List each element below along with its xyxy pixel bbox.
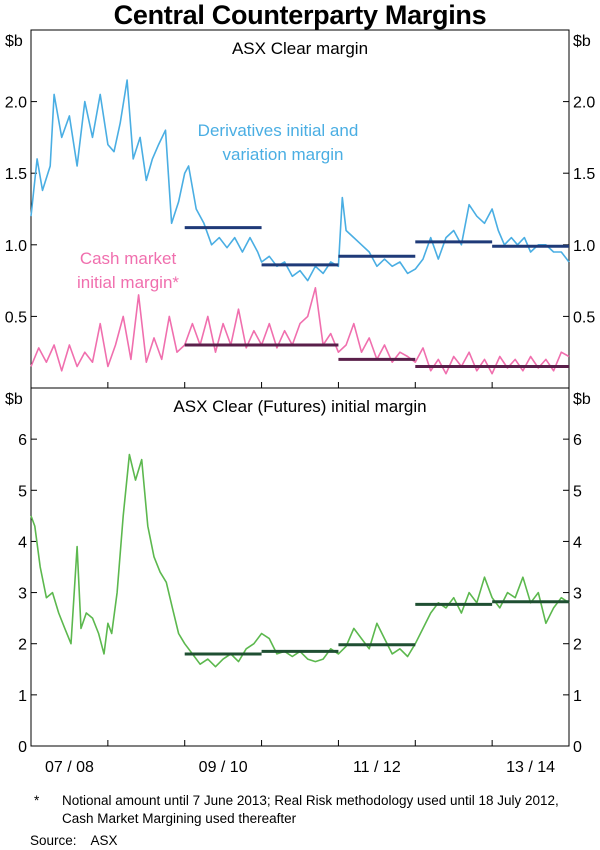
bottom-y-tick-label-right: 2	[573, 637, 582, 654]
x-tick-label: 13 / 14	[506, 759, 555, 776]
bottom-y-unit-left: $b	[5, 391, 23, 408]
top-panel-border	[30, 29, 570, 389]
cash-label-line-2: initial margin*	[77, 273, 179, 292]
derivatives-label-line-1: Derivatives initial and	[198, 121, 359, 140]
bottom-series-line-0	[30, 453, 570, 668]
bottom-panel-border	[30, 387, 570, 747]
bottom-y-tick-label-right: 3	[573, 586, 582, 603]
bottom-y-tick-label-left: 0	[18, 739, 27, 756]
bottom-y-tick-label-left: 1	[18, 688, 27, 705]
top-y-tick-label-left: 1.5	[5, 166, 27, 183]
bottom-y-tick-label-right: 5	[573, 483, 582, 500]
bottom-y-tick-label-left: 6	[18, 432, 27, 449]
bottom-y-tick-label-right: 6	[573, 432, 582, 449]
bottom-y-tick-label-left: 2	[18, 637, 27, 654]
x-tick-label: 11 / 12	[353, 759, 401, 776]
top-y-unit-right: $b	[573, 33, 591, 50]
footnote-mark: *	[34, 793, 40, 808]
top-panel-title: ASX Clear margin	[232, 39, 368, 58]
top-y-tick-label-left: 2.0	[5, 95, 27, 112]
top-y-tick-label-right: 2.0	[573, 95, 595, 112]
top-y-tick-label-left: 1.0	[5, 238, 27, 255]
bottom-panel-series	[30, 453, 570, 668]
cash-label-line-1: Cash market	[80, 249, 177, 268]
source-value: ASX	[90, 833, 118, 848]
top-panel-series	[30, 79, 570, 375]
bottom-panel-title: ASX Clear (Futures) initial margin	[173, 397, 426, 416]
x-tick-label: 07 / 08	[45, 759, 94, 776]
bottom-y-tick-label-right: 0	[573, 739, 582, 756]
top-y-tick-label-right: 1.5	[573, 166, 595, 183]
top-y-tick-label-right: 0.5	[573, 309, 595, 326]
bottom-y-tick-label-right: 4	[573, 534, 582, 551]
top-series-line-1	[30, 286, 570, 375]
source-label: Source:	[30, 833, 77, 848]
derivatives-label-line-2: variation margin	[223, 145, 344, 164]
top-y-unit-left: $b	[5, 33, 23, 50]
chart-title: Central Counterparty Margins	[113, 0, 487, 30]
bottom-y-unit-right: $b	[573, 391, 591, 408]
bottom-y-tick-label-left: 5	[18, 483, 27, 500]
top-y-tick-label-left: 0.5	[5, 309, 27, 326]
bottom-y-tick-label-right: 1	[573, 688, 582, 705]
chart-labels: 0.5 0.5 1.0 1.0 1.5 1.5 2.0 2.0 $b $b ASX Clear ma…	[5, 33, 596, 776]
source-line: Source: ASX	[30, 832, 118, 850]
top-series-line-0	[30, 79, 570, 282]
footnote-text: Notional amount until 7 June 2013; Real …	[62, 793, 559, 826]
x-tick-label: 09 / 10	[199, 759, 248, 776]
top-y-tick-label-right: 1.0	[573, 238, 595, 255]
bottom-y-tick-label-left: 4	[18, 534, 27, 551]
bottom-y-tick-label-left: 3	[18, 586, 27, 603]
